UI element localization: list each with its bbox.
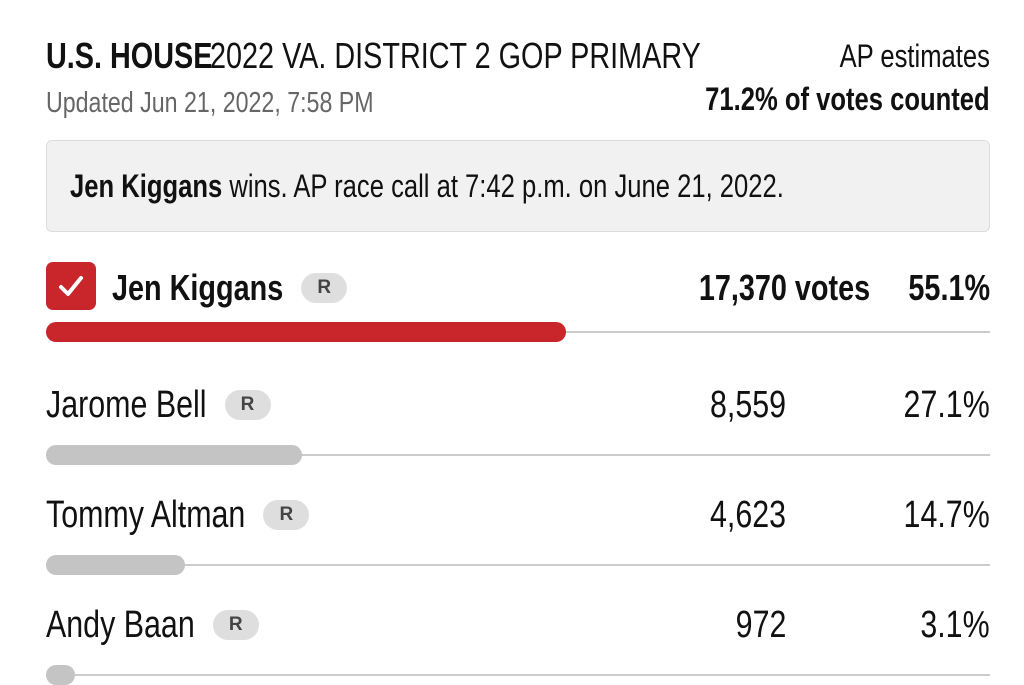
source: AP estimates: [839, 38, 990, 74]
candidate-name: Jarome Bell: [46, 384, 207, 426]
contest-title: 2022 VA. DISTRICT 2 GOP PRIMARY: [210, 35, 701, 76]
bar-track: [46, 454, 990, 456]
party-badge: R: [301, 273, 348, 303]
party-badge: R: [224, 390, 271, 420]
votes: 17,370 votes: [698, 267, 870, 308]
party-badge: R: [212, 610, 259, 640]
check-icon: [59, 276, 83, 296]
race-call: Jen Kiggans wins. AP race call at 7:42 p…: [70, 168, 784, 204]
winner-check: [46, 262, 96, 310]
party-badge: R: [263, 500, 310, 530]
vote-bar: [46, 665, 76, 685]
vote-bar: [46, 555, 185, 575]
race-call-box: [46, 140, 990, 232]
percent: 14.7%: [903, 494, 990, 536]
vote-bar: [46, 445, 302, 465]
votes: 8,559: [709, 384, 786, 426]
vote-bar: [46, 322, 567, 342]
candidate-name: Tommy Altman: [46, 494, 246, 536]
call-text: wins. AP race call at 7:42 p.m. on June …: [229, 168, 784, 204]
percent: 55.1%: [908, 267, 990, 308]
percent: 27.1%: [903, 384, 990, 426]
bar-track: [46, 674, 990, 676]
votes-counted: 71.2% of votes counted: [705, 81, 990, 117]
votes: 972: [735, 604, 786, 646]
candidate-name: Jen Kiggans: [112, 267, 284, 308]
bar-track: [46, 564, 990, 566]
candidate-name: Andy Baan: [46, 604, 195, 646]
votes: 4,623: [709, 494, 786, 536]
updated: Updated Jun 21, 2022, 7:58 PM: [46, 87, 374, 119]
call-winner: Jen Kiggans: [70, 168, 223, 204]
percent: 3.1%: [920, 604, 990, 646]
race-title: U.S. HOUSE: [46, 35, 213, 76]
